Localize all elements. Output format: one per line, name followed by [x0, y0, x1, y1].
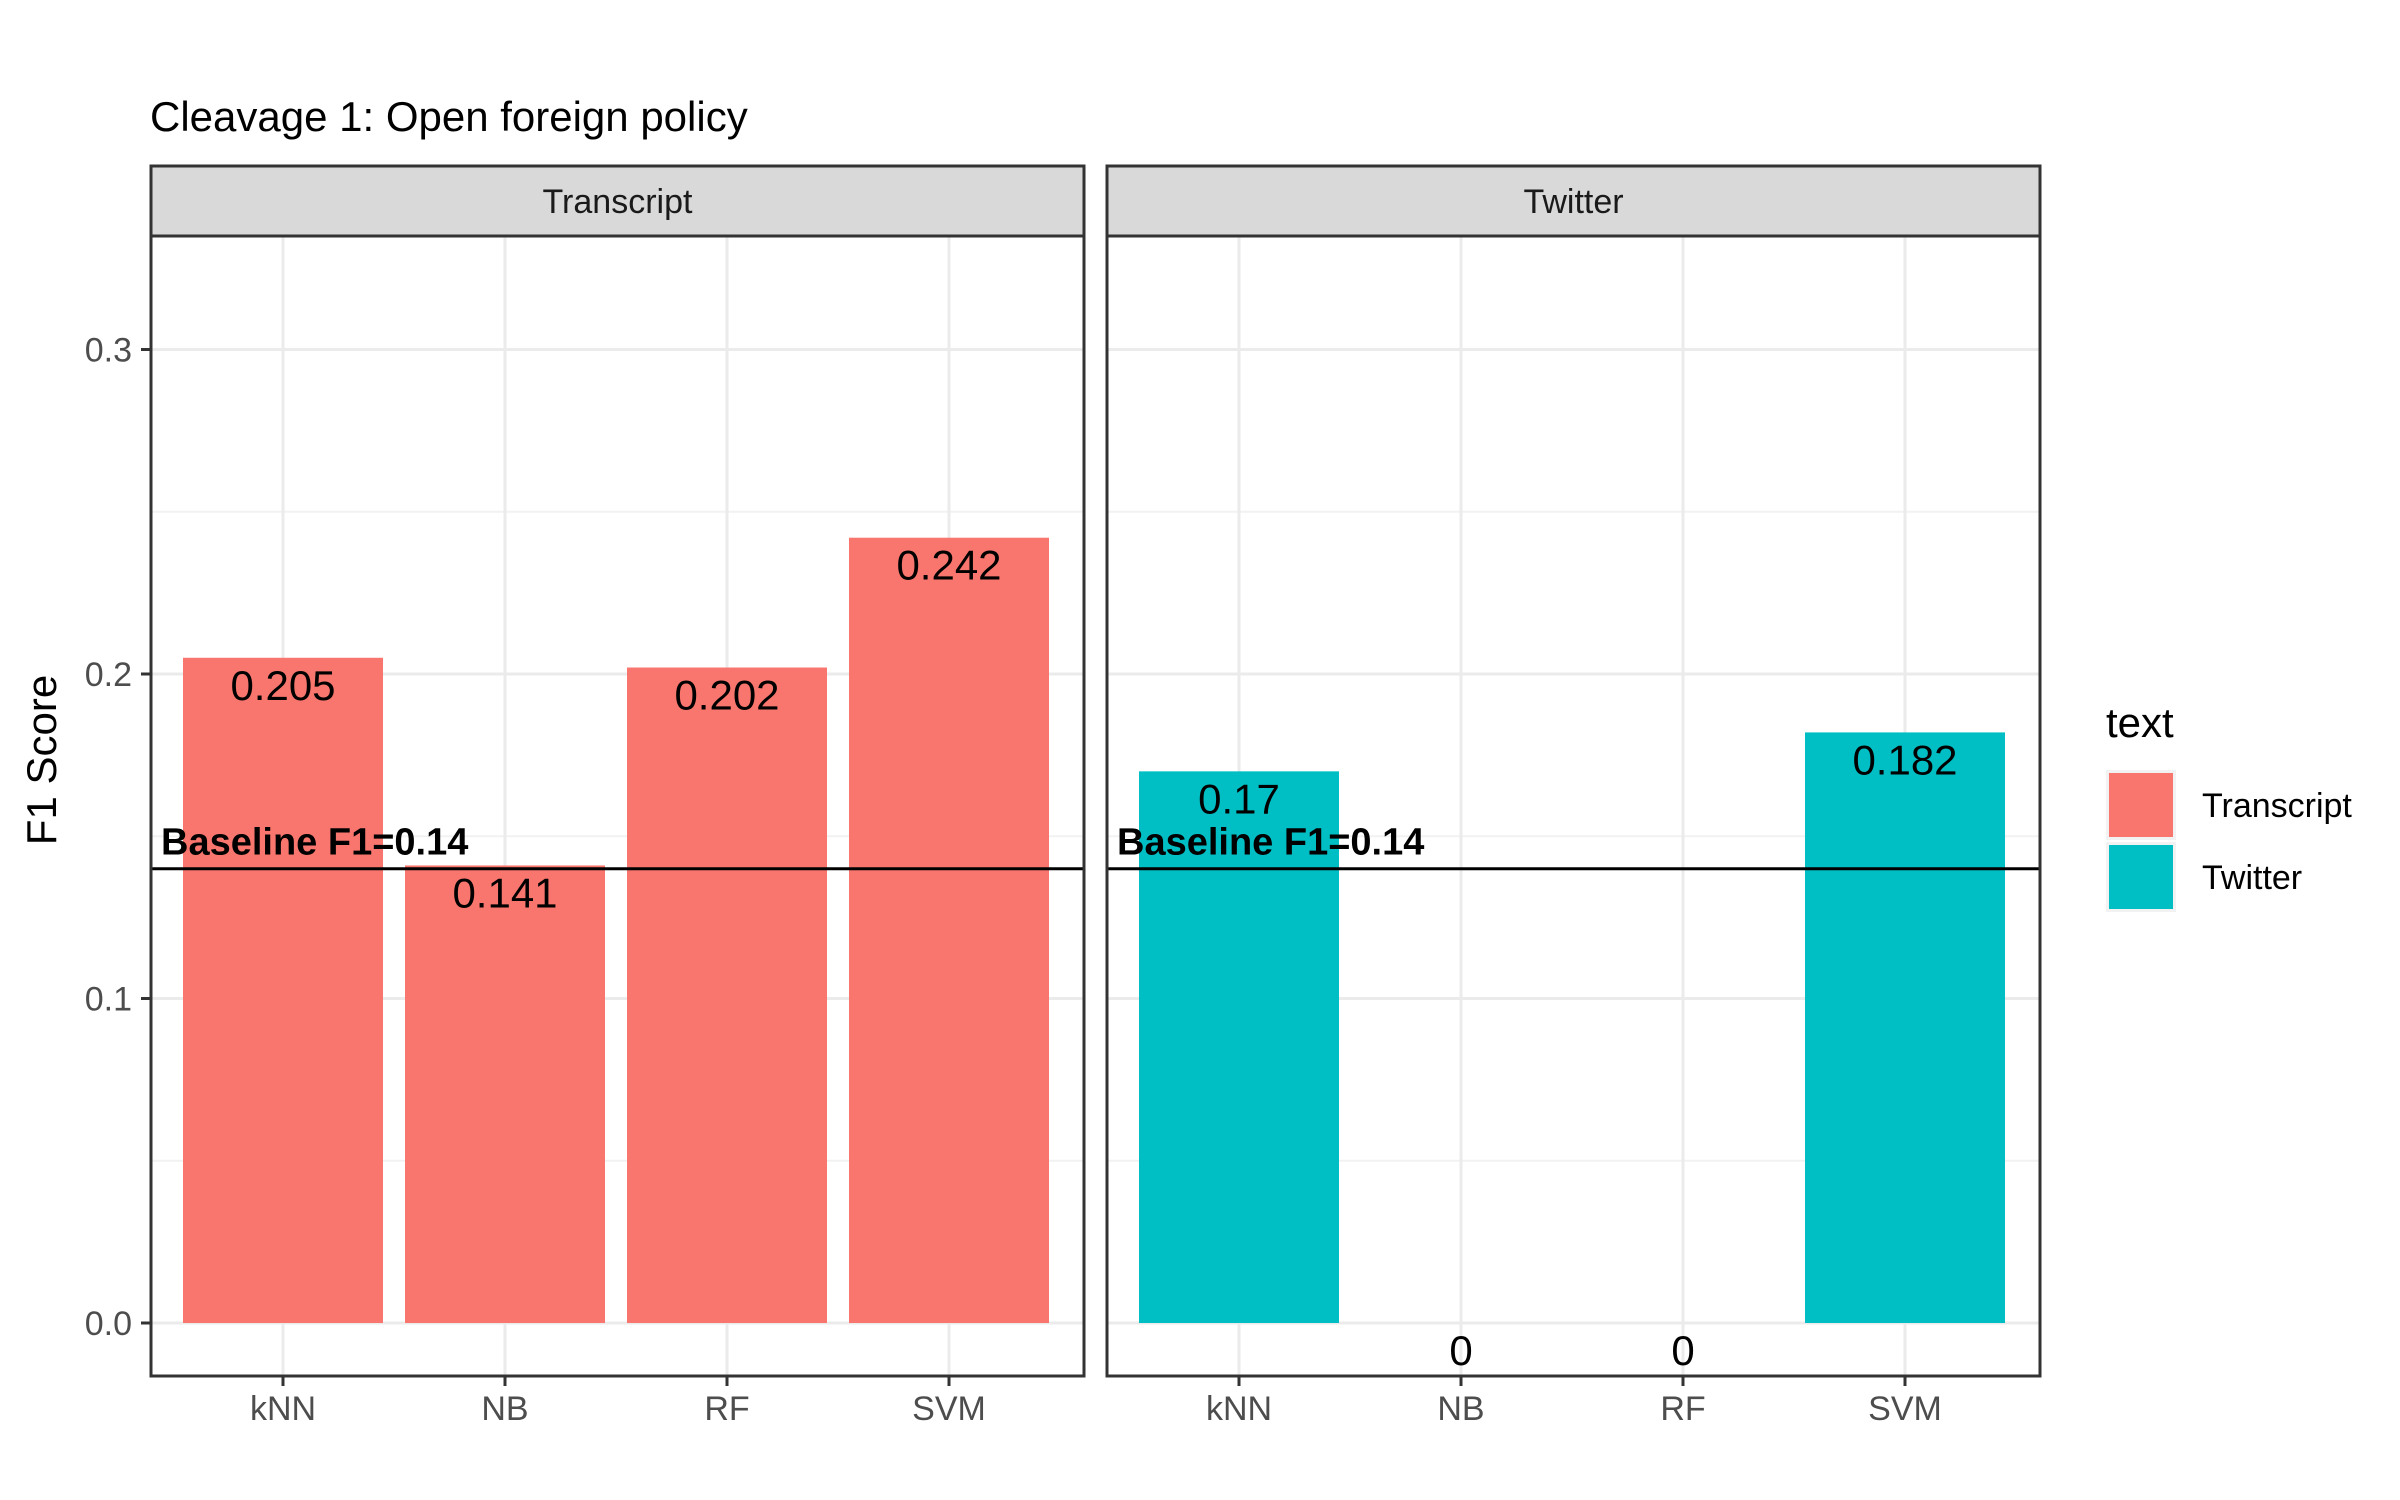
- x-tick-label: kNN: [1206, 1390, 1272, 1428]
- x-tick-label: SVM: [912, 1390, 986, 1428]
- bar-value-label: 0: [1449, 1327, 1472, 1374]
- baseline-label: Baseline F1=0.14: [161, 822, 468, 864]
- bar-twitter-knn: [1139, 771, 1339, 1323]
- baseline-label: Baseline F1=0.14: [1117, 822, 1424, 864]
- facet-strip: [149, 164, 1086, 238]
- bar-value-label: 0.141: [452, 869, 557, 916]
- bar-value-label: 0.17: [1198, 775, 1280, 822]
- legend-label: Transcript: [2202, 787, 2352, 825]
- y-tick-label: 0.1: [85, 981, 132, 1019]
- x-tick-label: NB: [481, 1390, 528, 1428]
- y-tick-label: 0.3: [85, 332, 132, 370]
- bar-value-label: 0: [1671, 1327, 1694, 1374]
- legend-key-twitter: [2109, 845, 2173, 909]
- bar-value-label: 0.242: [896, 542, 1001, 589]
- chart-panels: Baseline F1=0.14 0.205 0.141 0.202 0.242 Tran…: [149, 164, 2042, 1428]
- x-tick-label: RF: [704, 1390, 749, 1428]
- x-tick-label: RF: [1660, 1390, 1705, 1428]
- y-axis: 0.0 0.1 0.2 0.3: [85, 332, 151, 1343]
- panel-transcript: Baseline F1=0.14 0.205 0.141 0.202 0.242 Tran…: [149, 164, 1086, 1428]
- legend: text Transcript Twitter: [2106, 699, 2352, 912]
- legend-items: Transcript Twitter: [2106, 770, 2352, 912]
- y-axis-title: F1 Score: [18, 675, 65, 845]
- facet-strip-label: Transcript: [543, 183, 693, 221]
- bar-value-label: 0.202: [674, 672, 779, 719]
- y-tick-label: 0.2: [85, 656, 132, 694]
- x-tick-label: NB: [1437, 1390, 1484, 1428]
- bar-value-label: 0.182: [1852, 736, 1957, 783]
- legend-key-transcript: [2109, 773, 2173, 837]
- y-tick-label: 0.0: [85, 1305, 132, 1343]
- panel-twitter: Baseline F1=0.140.17 0 0 0.182 Twitter kNN NB R…: [1105, 164, 2042, 1428]
- facet-strip-label: Twitter: [1523, 183, 1623, 221]
- legend-label: Twitter: [2202, 859, 2302, 897]
- bar-transcript-nb: [405, 865, 605, 1323]
- bar-transcript-svm: [849, 537, 1049, 1323]
- chart-title: Cleavage 1: Open foreign policy: [150, 93, 748, 140]
- facet-strip: [1105, 164, 2042, 238]
- bar-twitter-svm: [1805, 732, 2005, 1323]
- x-tick-label: SVM: [1868, 1390, 1942, 1428]
- bar-value-label: 0.205: [230, 662, 335, 709]
- x-tick-label: kNN: [250, 1390, 316, 1428]
- legend-title: text: [2106, 699, 2174, 746]
- bar-transcript-knn: [183, 657, 383, 1323]
- bar-transcript-rf: [627, 667, 827, 1323]
